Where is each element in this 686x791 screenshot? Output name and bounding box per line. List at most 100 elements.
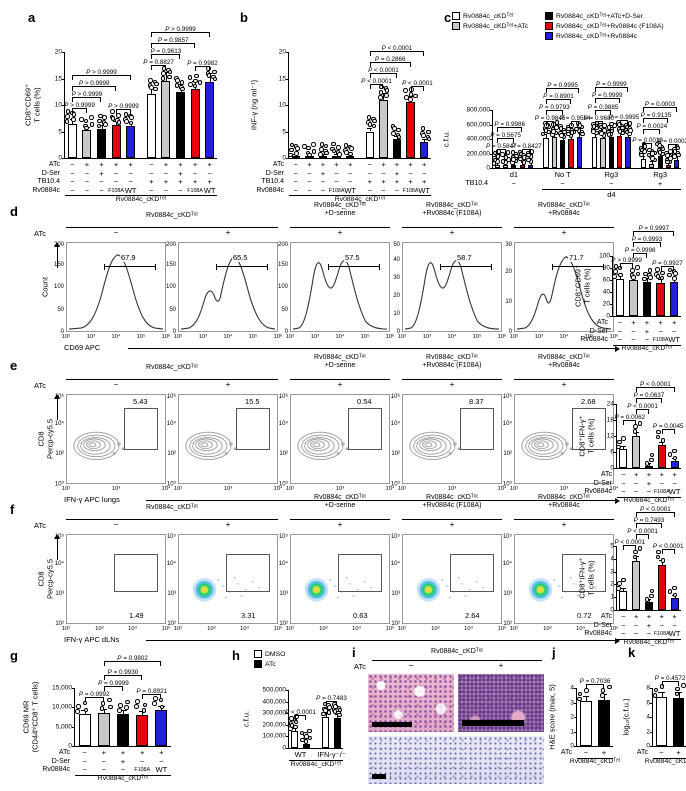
axis-row-value: + [101,748,106,757]
bar [318,156,328,158]
acid-fast-stain-image [368,736,544,784]
axis-row-label: TB10.4 [37,178,60,185]
data-point [187,75,193,80]
panel-f-summary-bar-chart: CD8⁺IFN-γ⁺ T cells (%) 0 1 2 3 4 5 P < 0.0001 P <… [577,506,683,645]
scale-bar [372,722,412,727]
axis-row-label: ATc [636,749,648,756]
bar [665,164,672,168]
bottom-label: Rv0884c_cKDᵀᵉᵗ [290,760,342,768]
bar [543,137,549,168]
axis-row-label: D-Ser [593,621,612,629]
data-point [672,149,678,154]
p-value-bracket: P = 0.9999 [592,92,623,103]
group-underline [66,379,278,380]
y-tick-mark [610,316,613,317]
axis-row-value: − [659,478,664,488]
y-tick-label: 10³ [391,591,400,597]
x-tick-label: 10³ [223,486,233,492]
axis-row-value: + [84,160,90,169]
y-tick-label: 10⁴ [54,561,64,567]
y-tick-label: 4 [570,684,574,692]
data-point [71,112,77,118]
p-value: P = 0.8827 [143,59,174,67]
histogram-curve [516,256,612,330]
p-value-bracket: P < 0.0001 [402,80,433,92]
panel-c-letter: c [444,10,452,25]
bottom-line [617,638,681,640]
data-point [607,684,612,690]
bar [519,165,525,168]
data-point [103,122,108,127]
axis-row-value: + [163,160,169,169]
data-point [79,117,84,122]
group-label: Rg3 [653,170,668,179]
axis-row-value: − [609,179,614,188]
p-value-bracket: P = 0.9793 [539,104,570,115]
data-point [591,124,597,129]
data-point [649,452,655,458]
legend-item: Rv0884c_cKDᵀᵉᵗ+Rv0884c [545,32,664,40]
data-point [135,699,140,704]
x-tick-label: 10³ [422,334,432,340]
data-point [324,150,329,156]
group-title: Rv0884c_cKDᵀᵉᵗ +Rv0884c (F108A) [422,202,482,218]
data-point [660,270,665,276]
axis-row-value: + [644,318,650,327]
bottom-label: Rv0884c_cKDᵀᵉᵗ [621,345,673,352]
error-cap [98,125,105,127]
data-point [117,708,122,713]
axis-row-value: + [178,160,183,169]
axis-row-label: ATc [596,319,608,326]
axis-row-label: TB10.4 [465,180,488,187]
axis-row-value: + [394,168,400,178]
x-tick-label: 10⁴ [223,334,233,340]
data-point [412,93,418,99]
flow-plot [66,394,166,484]
y-tick-mark [614,610,617,611]
data-point [617,122,622,127]
bar [645,466,653,468]
axis-row-value: + [120,748,126,757]
error-bar [151,86,153,95]
data-point [660,558,666,563]
group-sign: + [225,380,231,389]
axis-row-value: − [631,326,636,336]
x-tick-label: 10⁵ [360,334,370,340]
p-value: P = 0.0062 [614,414,646,421]
x-tick-label: 10⁶ [385,334,395,340]
data-point [681,683,686,688]
group-sign: + [561,520,567,529]
y-tick-mark [610,256,613,257]
p-value-bracket: P > 0.9999 [611,257,642,268]
error-bar [676,156,678,160]
axis-row-value: + [676,748,681,757]
axis-row-value: − [84,177,90,186]
p-value-bracket: P = 0.0010 [632,137,663,148]
bottom-label: Rv0884c_cKDᵀᵉᵗ [644,758,686,765]
data-point [306,145,311,151]
histogram-curve [68,254,164,330]
axis-row-value: − [672,620,677,630]
flow-plot [514,534,614,624]
error-bar [101,125,103,129]
y-axis-label: INF-γ (ng ml⁻¹) [249,79,259,131]
x-tick-label: 10² [285,486,295,492]
y-tick-mark [614,571,617,573]
data-point [294,151,299,156]
data-point [495,154,501,159]
group-label: IFN-γ⁻/⁻ [317,750,346,759]
axis-row-label: ATc [48,161,60,168]
axis-row-value: − [646,629,652,638]
x-tick-label: 10⁶ [609,334,619,340]
bar [645,602,653,610]
data-point [635,264,640,270]
panel-g-letter: g [10,648,18,663]
axis-row-label: ATc [58,749,70,756]
data-point [655,434,661,440]
axis-row-value: WT [124,185,137,195]
data-point [616,581,622,586]
y-tick-mark [650,702,653,704]
group-sign: + [337,520,343,529]
group-title: Rv0884c_cKDᵀᵉᵗ +Rv0884c (F108A) [422,354,482,370]
